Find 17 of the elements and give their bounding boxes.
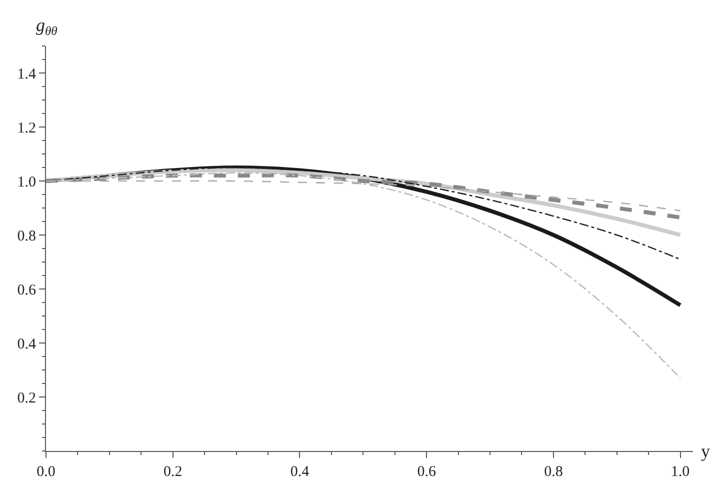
x-axis-title: y bbox=[701, 441, 710, 461]
y-tick-label: 0.4 bbox=[17, 336, 36, 352]
x-tick-label: 0.8 bbox=[544, 464, 563, 480]
line-series bbox=[46, 172, 681, 379]
y-tick-label: 0.2 bbox=[17, 390, 36, 406]
y-axis-title: g$_{θθ}$ bbox=[36, 15, 58, 38]
y-tick-label: 1.4 bbox=[17, 66, 36, 82]
x-tick-label: 0.0 bbox=[36, 464, 56, 480]
line-series bbox=[46, 173, 682, 220]
y-tick-label: 0.6 bbox=[17, 282, 36, 298]
y-tick-label: 1.0 bbox=[17, 174, 36, 190]
x-tick-label: 0.4 bbox=[290, 464, 310, 480]
y-tick-label: 0.8 bbox=[17, 228, 36, 244]
y-tick-label: 1.2 bbox=[17, 120, 36, 136]
x-tick-label: 0.6 bbox=[417, 464, 436, 480]
x-tick-label: 0.2 bbox=[163, 464, 182, 480]
x-tick-label: 1.0 bbox=[670, 464, 690, 480]
